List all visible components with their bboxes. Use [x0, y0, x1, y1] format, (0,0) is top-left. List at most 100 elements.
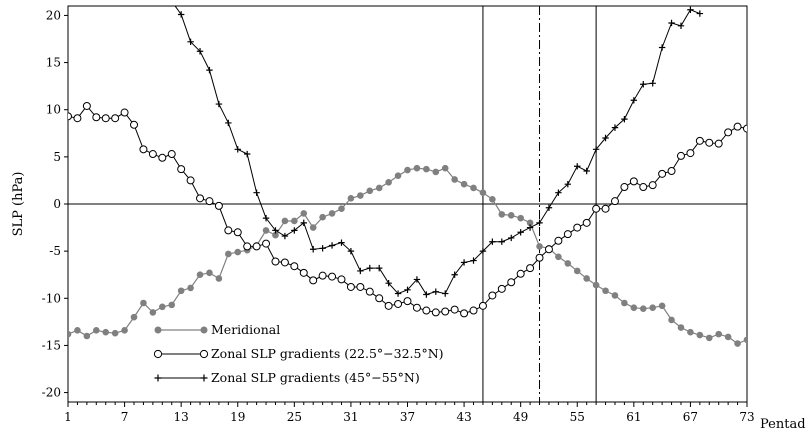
- data-point-zonal-midlatitude: [394, 290, 402, 297]
- data-point-meridional: [734, 340, 741, 347]
- data-point-zonal-midlatitude: [253, 189, 260, 196]
- data-point-meridional: [74, 327, 81, 334]
- data-point-zonal-subtropical: [280, 258, 289, 267]
- legend-marker-zonal-subtropical-end: [199, 349, 209, 359]
- data-point-zonal-subtropical: [610, 197, 619, 206]
- data-point-meridional: [460, 180, 468, 188]
- data-point-zonal-subtropical: [139, 145, 148, 154]
- data-point-meridional: [705, 334, 713, 342]
- data-point-meridional: [413, 164, 421, 172]
- data-point-zonal-subtropical: [743, 124, 747, 133]
- data-point-zonal-subtropical: [450, 305, 459, 314]
- data-point-zonal-midlatitude: [300, 219, 307, 227]
- data-point-zonal-midlatitude: [177, 11, 185, 18]
- data-point-meridional: [441, 164, 449, 172]
- data-point-zonal-subtropical: [214, 201, 223, 210]
- data-point-meridional: [763, 335, 770, 342]
- data-point-meridional: [649, 304, 656, 312]
- legend: Meridional Zonal SLP gradients (22.5°−32…: [153, 322, 444, 385]
- data-point-zonal-subtropical: [460, 309, 469, 318]
- data-point-zonal-midlatitude: [291, 227, 298, 234]
- data-point-meridional: [564, 260, 572, 267]
- data-point-zonal-subtropical: [365, 287, 374, 296]
- data-point-meridional: [753, 335, 760, 342]
- y-tick-label: 10: [46, 103, 61, 117]
- data-point-zonal-midlatitude: [498, 238, 506, 245]
- x-tick-label: 55: [570, 410, 585, 424]
- data-point-meridional: [375, 184, 383, 192]
- data-point-zonal-subtropical: [620, 183, 629, 192]
- data-point-zonal-subtropical: [582, 218, 591, 227]
- data-point-meridional: [621, 299, 628, 307]
- x-axis-label: Pentad: [760, 417, 806, 432]
- data-point-meridional: [658, 302, 666, 310]
- data-point-zonal-subtropical: [92, 113, 101, 122]
- data-point-zonal-subtropical: [196, 194, 205, 203]
- data-point-meridional: [215, 275, 223, 282]
- data-point-meridional: [696, 331, 704, 339]
- x-tick-label: 13: [174, 410, 189, 424]
- legend-item-zonal-subtropical: Zonal SLP gradients (22.5°−32.5°N): [153, 346, 444, 361]
- data-point-meridional: [130, 313, 138, 321]
- data-point-zonal-midlatitude: [234, 146, 241, 153]
- data-point-zonal-subtropical: [120, 108, 129, 117]
- x-tick-label: 61: [626, 410, 641, 424]
- data-point-meridional: [272, 231, 279, 239]
- data-point-zonal-subtropical: [526, 264, 535, 273]
- data-point-zonal-subtropical: [271, 257, 280, 266]
- data-point-zonal-subtropical: [507, 278, 516, 287]
- data-point-zonal-midlatitude: [555, 189, 562, 196]
- data-point-zonal-midlatitude: [668, 19, 675, 27]
- legend-label-meridional: Meridional: [211, 322, 280, 337]
- data-point-zonal-midlatitude: [592, 146, 600, 153]
- data-point-meridional: [583, 275, 590, 282]
- data-point-meridional: [225, 250, 232, 258]
- data-point-zonal-midlatitude: [196, 48, 204, 55]
- data-point-zonal-subtropical: [328, 272, 337, 281]
- data-point-zonal-midlatitude: [243, 150, 251, 158]
- data-point-meridional: [394, 172, 402, 180]
- y-tick-label: -15: [42, 338, 61, 352]
- data-point-meridional: [573, 267, 581, 275]
- data-point-zonal-midlatitude: [347, 247, 355, 255]
- data-point-zonal-subtropical: [648, 181, 657, 190]
- data-point-meridional: [234, 248, 242, 256]
- data-point-meridional: [687, 328, 694, 336]
- data-point-zonal-midlatitude: [442, 290, 449, 297]
- data-point-meridional: [630, 304, 638, 312]
- x-tick-label: 43: [456, 410, 471, 424]
- data-point-zonal-subtropical: [629, 177, 638, 186]
- data-point-zonal-subtropical: [73, 114, 82, 123]
- data-point-zonal-midlatitude: [517, 229, 524, 236]
- data-point-zonal-subtropical: [676, 151, 685, 160]
- data-point-zonal-subtropical: [130, 120, 139, 129]
- data-point-zonal-subtropical: [695, 136, 704, 145]
- data-point-zonal-subtropical: [384, 301, 393, 310]
- data-point-zonal-midlatitude: [677, 22, 685, 29]
- data-point-meridional: [347, 195, 355, 202]
- data-point-meridional: [357, 192, 364, 199]
- data-point-zonal-midlatitude: [687, 6, 694, 13]
- data-point-zonal-midlatitude: [479, 247, 487, 255]
- data-point-zonal-midlatitude: [621, 115, 628, 123]
- data-point-zonal-midlatitude: [281, 232, 289, 240]
- data-point-zonal-midlatitude: [508, 234, 515, 242]
- data-point-zonal-subtropical: [205, 197, 214, 206]
- data-point-meridional: [111, 329, 119, 337]
- data-point-zonal-midlatitude: [451, 271, 458, 278]
- data-point-zonal-subtropical: [592, 204, 601, 213]
- data-point-zonal-subtropical: [478, 301, 487, 310]
- data-point-zonal-midlatitude: [413, 276, 421, 283]
- data-point-zonal-midlatitude: [564, 181, 572, 188]
- x-tick-label: 73: [739, 410, 754, 424]
- data-point-zonal-subtropical: [101, 114, 110, 123]
- data-point-zonal-subtropical: [497, 284, 506, 293]
- data-point-zonal-subtropical: [686, 149, 695, 158]
- data-point-zonal-midlatitude: [649, 80, 656, 87]
- data-point-zonal-midlatitude: [460, 259, 468, 266]
- data-point-zonal-subtropical: [148, 150, 157, 159]
- data-point-meridional: [724, 333, 732, 341]
- data-point-meridional: [479, 189, 487, 196]
- data-point-meridional: [668, 316, 675, 324]
- data-point-zonal-subtropical: [563, 230, 572, 239]
